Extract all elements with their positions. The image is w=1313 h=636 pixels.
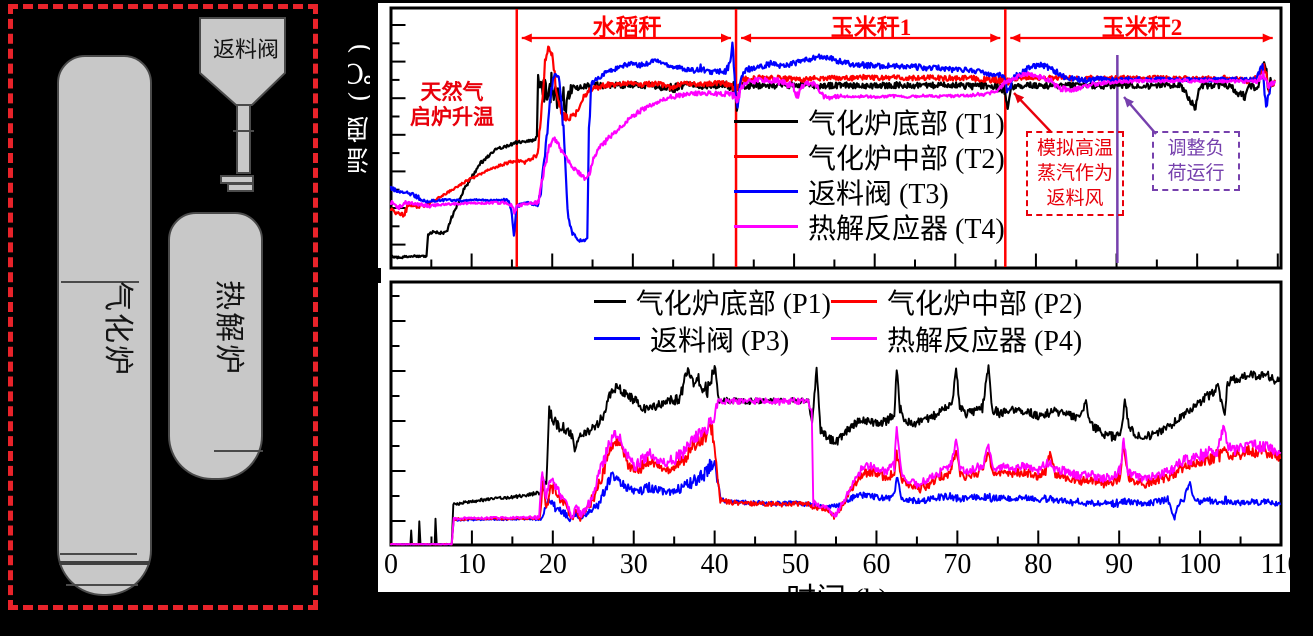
t4-label: 热解反应器 (T4) xyxy=(808,213,1005,245)
temperature-legend: 气化炉底部 (T1) 气化炉中部 (T2) 返料阀 (T3) 热解反应器 (T4… xyxy=(734,104,1005,245)
startup-note: 天然气 启炉升温 xyxy=(396,80,508,130)
p1-line-sample xyxy=(594,300,626,303)
gasifier-lower-line-2 xyxy=(66,584,138,586)
gasifier-lower-line-1 xyxy=(60,553,137,555)
stem-tick-line xyxy=(233,130,254,132)
callout-red-line2: 蒸汽作为 xyxy=(1036,163,1113,185)
x-tick-label: 100 xyxy=(1179,549,1221,580)
legend-row-t2: 气化炉中部 (T2) xyxy=(734,139,1005,175)
legend-row-t1: 气化炉底部 (T1) xyxy=(734,104,1005,140)
x-tick-label: 80 xyxy=(1024,549,1052,580)
t2-label: 气化炉中部 (T2) xyxy=(808,143,1005,175)
steam-return-air-callout: 模拟高温 蒸汽作为 返料风 xyxy=(1026,131,1124,217)
arrow-head xyxy=(741,33,752,43)
t2-line-sample xyxy=(734,155,798,158)
phase-label-corn-stalk-2: 玉米秆2 xyxy=(1101,15,1183,40)
series-line--T1- xyxy=(389,61,1276,260)
callout-purple-line1: 调整负 xyxy=(1167,138,1225,159)
series-line--T4- xyxy=(389,70,1276,215)
legend-row-p4: 热解反应器 (P4) xyxy=(831,320,1082,357)
time-xlabel-fragment: 时间 (h) xyxy=(786,574,946,592)
series-line--P3- xyxy=(390,458,1282,546)
p4-line-sample xyxy=(831,337,877,340)
legend-row-p3: 返料阀 (P3) xyxy=(594,320,831,357)
pressure-legend: 气化炉底部 (P1) 气化炉中部 (P2) 返料阀 (P3) 热解反应器 (P4… xyxy=(594,283,1082,357)
return-valve-stem xyxy=(236,104,251,174)
legend-row-t3: 返料阀 (T3) xyxy=(734,174,1005,210)
t1-line-sample xyxy=(734,120,798,123)
x-tick-label: 10 xyxy=(458,549,486,580)
series-line--T2- xyxy=(389,45,1276,218)
temperature-chart-frame xyxy=(389,6,1283,270)
t3-label: 返料阀 (T3) xyxy=(808,178,949,210)
pressure-ylabel-fragment xyxy=(372,268,381,283)
return-valve-hopper xyxy=(199,17,286,106)
arrow-head xyxy=(1124,97,1134,108)
legend-row-p1: 气化炉底部 (P1) xyxy=(594,283,831,320)
return-valve-label: 返料阀 xyxy=(212,37,279,62)
p4-label: 热解反应器 (P4) xyxy=(887,325,1083,357)
arrow-head xyxy=(1014,93,1025,104)
t4-line-sample xyxy=(734,225,798,228)
series-line--P4- xyxy=(390,396,1282,546)
pressure-chart-frame xyxy=(389,280,1283,547)
x-tick-label: 60 xyxy=(862,549,890,580)
p2-label: 气化炉中部 (P2) xyxy=(887,288,1083,320)
legend-row-p2: 气化炉中部 (P2) xyxy=(831,283,1082,320)
x-tick-label: 110 xyxy=(1261,549,1302,580)
x-tick-label: 0 xyxy=(384,549,398,580)
t1-label: 气化炉底部 (T1) xyxy=(808,108,1005,140)
phase-label-corn-stalk-1: 玉米秆1 xyxy=(830,15,912,40)
x-tick-label: 70 xyxy=(943,549,971,580)
callout-red-line3: 返料风 xyxy=(1046,188,1104,210)
x-tick-label: 50 xyxy=(782,549,810,580)
startup-note-line2: 启炉升温 xyxy=(410,105,494,130)
pyrolyzer-vessel: 热解炉 xyxy=(168,212,263,480)
arrow-head xyxy=(990,33,1001,43)
temperature-ylabel-fragment: 温度 (℃) xyxy=(348,40,370,174)
arrow-head xyxy=(1262,33,1273,43)
legend-row-t4: 热解反应器 (T4) xyxy=(734,209,1005,245)
startup-note-line1: 天然气 xyxy=(420,80,484,104)
series-line--P1- xyxy=(390,364,1282,546)
x-tick-label: 20 xyxy=(539,549,567,580)
gasifier-level-line xyxy=(61,281,139,283)
gasifier-lower-band xyxy=(59,561,150,565)
arrow-head xyxy=(521,33,532,43)
arrow-head xyxy=(720,33,732,43)
pyrolyzer-level-line xyxy=(214,450,263,452)
x-tick-label: 40 xyxy=(701,549,729,580)
p3-line-sample xyxy=(594,337,640,340)
valve-flange-lower xyxy=(227,183,254,192)
p2-line-sample xyxy=(831,300,877,303)
phase-label-rice-straw: 水稻秆 xyxy=(592,15,662,40)
x-tick-label: 90 xyxy=(1105,549,1133,580)
t3-line-sample xyxy=(734,190,798,193)
x-tick-label: 30 xyxy=(620,549,648,580)
load-adjust-callout: 调整负 荷运行 xyxy=(1152,131,1240,192)
gasifier-vessel: 气化炉 xyxy=(57,55,152,596)
callout-red-line1: 模拟高温 xyxy=(1036,138,1113,159)
arrow-head xyxy=(1010,33,1021,43)
p3-label: 返料阀 (P3) xyxy=(650,325,790,357)
callout-purple-line2: 荷运行 xyxy=(1167,163,1225,185)
p1-label: 气化炉底部 (P1) xyxy=(635,288,831,320)
schematic-dashed-border xyxy=(8,4,318,610)
